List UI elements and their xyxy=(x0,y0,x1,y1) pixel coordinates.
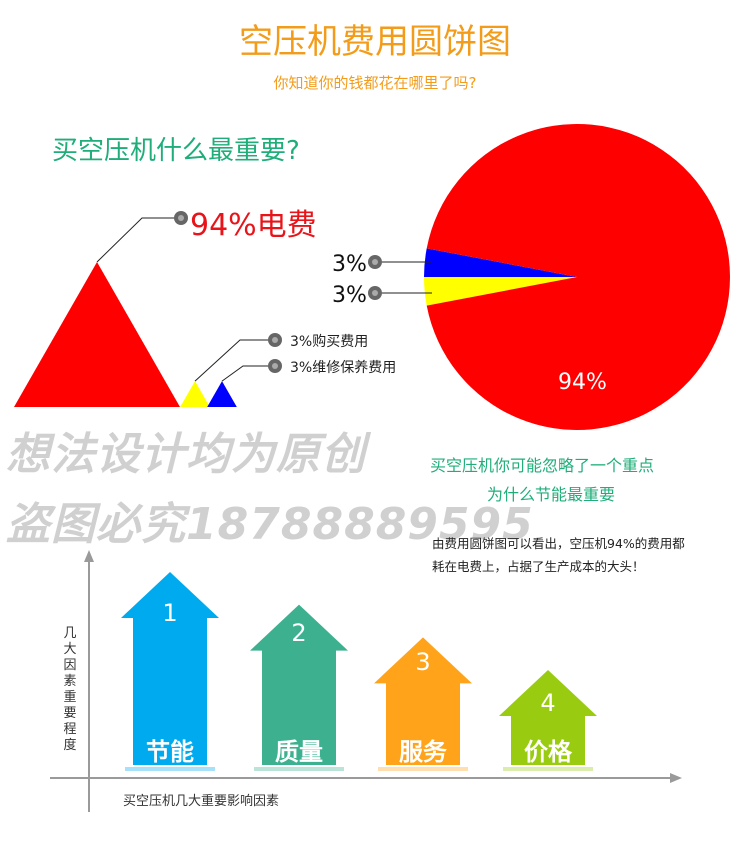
y-axis-arrowhead xyxy=(84,550,94,562)
leader-line xyxy=(221,365,275,382)
rank-number: 1 xyxy=(162,599,178,627)
bar-label: 价格 xyxy=(524,738,572,766)
arrow-bar-shadow xyxy=(125,767,215,771)
ranking-arrow-bar xyxy=(121,572,219,765)
pie-slice-maintenance xyxy=(424,248,577,277)
triangle-label-maintenance: 3%维修保养费用 xyxy=(290,360,397,376)
bar-label: 质量 xyxy=(275,738,323,766)
pie-slice-electricity xyxy=(426,124,731,431)
leader-dot-inner xyxy=(178,215,184,221)
arrow-bar-shadow xyxy=(254,767,344,771)
triangle-maintenance xyxy=(207,381,237,407)
triangle-electricity xyxy=(14,262,180,407)
watermark-line-2: 盗图必究18788889595 xyxy=(6,499,534,550)
ranking-arrow-bar xyxy=(374,637,472,765)
focus-heading-line-2: 为什么节能最重要 xyxy=(487,485,616,504)
x-axis-arrowhead xyxy=(670,773,682,783)
pie-label-maintenance: 3% xyxy=(332,283,367,308)
leader-dot-inner xyxy=(372,259,378,265)
triangle-label-electricity: 94%电费 xyxy=(190,208,317,243)
pie-label-purchase: 3% xyxy=(332,252,367,277)
explanation-text: 由费用圆饼图可以看出，空压机94%的费用都耗在电费上，占据了生产成本的大头！ xyxy=(432,536,685,574)
leader-line xyxy=(96,217,181,263)
triangle-purchase xyxy=(180,381,210,407)
pie-slice-purchase xyxy=(424,277,577,306)
y-axis-label: 几大因素重要程度 xyxy=(63,626,77,753)
leader-dot-inner xyxy=(272,337,278,343)
x-axis-label: 买空压机几大重要影响因素 xyxy=(123,794,280,809)
rank-number: 3 xyxy=(415,648,431,676)
question-heading: 买空压机什么最重要? xyxy=(52,136,300,166)
watermark-line-1: 想法设计均为原创 xyxy=(6,429,366,480)
rank-number: 4 xyxy=(540,689,556,717)
leader-dot-inner xyxy=(272,363,278,369)
focus-heading-line-1: 买空压机你可能忽略了一个重点 xyxy=(430,456,655,475)
leader-dot-inner xyxy=(372,290,378,296)
ranking-arrow-bar xyxy=(499,670,597,765)
arrow-bar-shadow xyxy=(503,767,593,771)
bar-label: 服务 xyxy=(399,738,447,766)
ranking-arrow-bar xyxy=(250,604,348,765)
triangle-label-purchase: 3%购买费用 xyxy=(290,334,369,350)
leader-line xyxy=(194,339,275,382)
bar-label: 节能 xyxy=(146,738,194,766)
page-subtitle: 你知道你的钱都花在哪里了吗? xyxy=(273,74,477,92)
pie-label-electricity: 94% xyxy=(558,370,607,395)
arrow-bar-shadow xyxy=(378,767,468,771)
rank-number: 2 xyxy=(291,619,307,647)
page-title: 空压机费用圆饼图 xyxy=(239,22,511,62)
